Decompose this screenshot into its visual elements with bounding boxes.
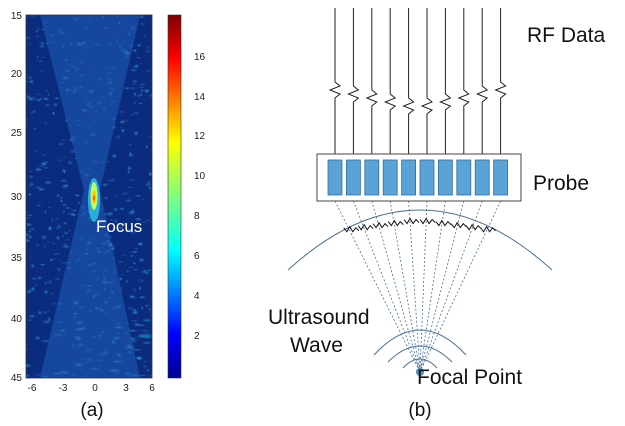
panel-a: Focus 15 20 25 30 35 40 45 -6 -3 0 3 6 1…: [11, 11, 206, 421]
y-tick-label: 40: [11, 314, 23, 325]
colorbar-tick-label: 10: [194, 171, 206, 182]
rf-channel-line: [383, 8, 397, 154]
delay-squiggle: [387, 219, 404, 227]
colorbar-tick-label: 14: [194, 92, 206, 103]
colorbar: [167, 14, 182, 379]
probe-element: [382, 159, 398, 196]
wavefront-arc-small-outer: [373, 329, 467, 356]
delay-squiggle: [343, 225, 360, 233]
x-tick-label: -3: [59, 383, 68, 394]
colorbar-ticks: 16 14 12 10 8 6 4 2: [194, 52, 206, 342]
focusing-ray: [419, 200, 501, 373]
delay-squiggle: [419, 217, 436, 225]
wavefront-arc-tiny: [402, 358, 438, 369]
wavefront-arc-large: [287, 209, 553, 271]
rf-channel-line: [494, 8, 507, 154]
x-tick-label: -6: [28, 383, 37, 394]
focal-point-dot: [416, 368, 424, 376]
focusing-ray: [419, 200, 446, 373]
colorbar-tick-label: 8: [194, 211, 200, 222]
rf-data-label: RF Data: [527, 24, 606, 47]
rf-channel-line: [420, 8, 433, 154]
rf-channel-line: [475, 8, 489, 154]
rf-channel-line: [457, 8, 470, 154]
delay-squiggle: [450, 221, 467, 229]
rf-channel-line: [347, 8, 360, 154]
probe-element: [364, 159, 380, 196]
probe-elements: [327, 159, 509, 196]
wavefront-arc-small-inner: [387, 345, 453, 363]
y-tick-label: 30: [11, 192, 23, 203]
rf-channel-line: [402, 8, 415, 154]
panel-b: RF Data Probe Ultrasound Wave Focal Poin…: [268, 8, 606, 421]
focusing-ray: [334, 200, 421, 373]
rf-channel-line: [365, 8, 378, 154]
rf-channel-line: [439, 8, 452, 154]
delay-squiggles: [343, 217, 496, 233]
y-tick-label: 35: [11, 253, 23, 264]
delay-squiggle: [465, 223, 482, 231]
focusing-ray: [371, 200, 421, 373]
ultrasound-label: Ultrasound: [268, 306, 370, 329]
delay-squiggle: [403, 217, 420, 225]
probe-label: Probe: [533, 172, 589, 195]
probe-element: [437, 159, 453, 196]
focusing-ray: [419, 200, 465, 373]
probe-element: [474, 159, 490, 196]
probe-element: [345, 159, 361, 196]
y-tick-label: 15: [11, 11, 23, 22]
focusing-ray: [353, 200, 421, 373]
y-axis: 15 20 25 30 35 40 45: [11, 11, 23, 384]
x-tick-label: 3: [123, 383, 129, 394]
y-tick-label: 45: [11, 373, 23, 384]
probe-element: [456, 159, 472, 196]
probe-element: [401, 159, 417, 196]
wave-label: Wave: [290, 334, 343, 357]
delay-squiggle: [480, 225, 496, 233]
panel-a-caption: (a): [80, 400, 103, 421]
focal-point-label: Focal Point: [417, 366, 522, 389]
focusing-rays: [334, 200, 501, 373]
probe-element: [493, 159, 509, 196]
focusing-ray: [408, 200, 421, 373]
focus-annotation: Focus: [96, 217, 142, 236]
x-axis: -6 -3 0 3 6: [28, 383, 156, 394]
panel-b-caption: (b): [408, 400, 431, 421]
delay-squiggle: [372, 221, 389, 229]
y-tick-label: 25: [11, 128, 23, 139]
colorbar-tick-label: 2: [194, 331, 200, 342]
delay-squiggle: [357, 223, 374, 231]
x-tick-label: 0: [92, 383, 98, 394]
colorbar-tick-label: 16: [194, 52, 206, 63]
focusing-ray: [389, 200, 421, 373]
heatmap-frame: [25, 14, 153, 379]
probe-element: [327, 159, 343, 196]
colorbar-tick-label: 4: [194, 291, 200, 302]
colorbar-tick-label: 12: [194, 131, 206, 142]
y-tick-label: 20: [11, 69, 23, 80]
probe-element: [419, 159, 435, 196]
rf-signal-lines: [328, 8, 507, 154]
focusing-ray: [419, 200, 428, 373]
colorbar-tick-label: 6: [194, 251, 200, 262]
rf-channel-line: [328, 8, 341, 154]
focus-spot: [88, 178, 100, 222]
x-tick-label: 6: [149, 383, 155, 394]
delay-squiggle: [435, 219, 452, 227]
